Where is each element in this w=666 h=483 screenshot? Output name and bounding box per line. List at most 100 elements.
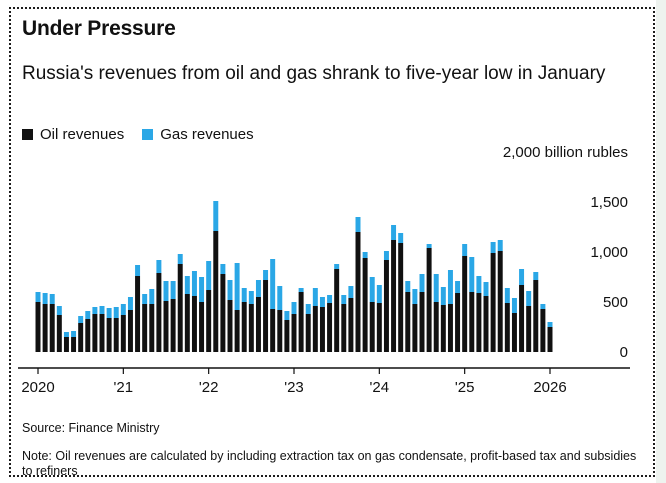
bar-gas-2022-12 bbox=[284, 311, 290, 320]
bar-gas-2024-07 bbox=[419, 274, 425, 292]
bar-gas-2022-10 bbox=[270, 259, 276, 309]
bar-oil-2021-09 bbox=[177, 264, 183, 352]
legend-item-oil: Oil revenues bbox=[22, 126, 124, 143]
bar-oil-2020-05 bbox=[63, 337, 69, 352]
bar-oil-2021-07 bbox=[163, 301, 169, 352]
bar-oil-2025-06 bbox=[497, 251, 503, 352]
bar-gas-2022-03 bbox=[220, 264, 226, 274]
chart-card bbox=[9, 7, 655, 477]
bar-oil-2021-08 bbox=[170, 299, 176, 352]
bar-oil-2025-10 bbox=[526, 306, 532, 352]
right-edge-band bbox=[656, 0, 666, 483]
bar-gas-2021-01 bbox=[120, 304, 126, 315]
bar-oil-2021-12 bbox=[199, 302, 205, 352]
bar-gas-2025-05 bbox=[490, 242, 496, 253]
bar-oil-2020-07 bbox=[78, 323, 84, 352]
bar-gas-2023-02 bbox=[298, 288, 304, 292]
bar-oil-2024-12 bbox=[455, 293, 461, 352]
bar-gas-2024-03 bbox=[391, 225, 397, 240]
bar-gas-2024-10 bbox=[440, 287, 446, 305]
chart-title: Under Pressure bbox=[22, 17, 176, 40]
bar-gas-2021-08 bbox=[170, 281, 176, 299]
bar-oil-2023-02 bbox=[298, 292, 304, 352]
bars-group bbox=[35, 201, 553, 352]
bar-oil-2023-03 bbox=[305, 314, 311, 352]
legend-item-gas: Gas revenues bbox=[142, 126, 254, 143]
bar-gas-2024-11 bbox=[447, 270, 453, 304]
x-tick-label-3: '23 bbox=[284, 379, 304, 396]
y-axis-labels: 0 500 1,000 1,500 2,000 billion rubles bbox=[503, 144, 628, 361]
x-tick-label-0: 2020 bbox=[21, 379, 54, 396]
bar-gas-2024-09 bbox=[433, 274, 439, 302]
bar-oil-2025-01 bbox=[462, 256, 468, 352]
bar-oil-2023-06 bbox=[327, 303, 333, 352]
bar-gas-2024-05 bbox=[405, 281, 411, 292]
bar-gas-2023-12 bbox=[369, 277, 375, 302]
bar-oil-2020-01 bbox=[35, 302, 41, 352]
bar-oil-2024-05 bbox=[405, 292, 411, 352]
bar-oil-2020-08 bbox=[85, 319, 91, 352]
bar-oil-2025-02 bbox=[469, 292, 475, 352]
bar-gas-2024-08 bbox=[426, 244, 432, 248]
y-tick-label-500: 500 bbox=[603, 294, 628, 311]
bar-oil-2025-07 bbox=[504, 303, 510, 352]
bar-oil-2025-11 bbox=[533, 280, 539, 352]
bar-gas-2024-04 bbox=[398, 233, 404, 243]
bar-oil-2025-03 bbox=[476, 293, 482, 352]
bar-gas-2025-08 bbox=[511, 298, 517, 313]
bar-oil-2024-08 bbox=[426, 248, 432, 352]
bar-oil-2022-04 bbox=[227, 300, 233, 352]
bar-gas-2021-07 bbox=[163, 281, 169, 301]
bar-oil-2020-04 bbox=[56, 315, 62, 352]
bar-oil-2023-12 bbox=[369, 302, 375, 352]
bar-oil-2024-01 bbox=[376, 303, 382, 352]
legend-label-oil: Oil revenues bbox=[40, 126, 125, 143]
y-tick-label-0: 0 bbox=[620, 344, 628, 361]
y-tick-label-1500: 1,500 bbox=[590, 194, 628, 211]
bar-gas-2023-05 bbox=[319, 297, 325, 307]
bar-gas-2022-07 bbox=[248, 291, 254, 304]
bar-gas-2020-03 bbox=[49, 294, 55, 304]
bar-gas-2020-10 bbox=[99, 306, 105, 314]
bar-gas-2020-08 bbox=[85, 311, 91, 319]
bar-oil-2024-10 bbox=[440, 305, 446, 352]
x-axis-ticks: 2020 '21 '22 '23 '24 '25 2026 bbox=[21, 368, 567, 396]
bar-oil-2021-10 bbox=[184, 294, 190, 352]
bar-oil-2022-07 bbox=[248, 304, 254, 352]
bar-oil-2021-06 bbox=[156, 273, 162, 352]
bar-oil-2022-09 bbox=[263, 280, 269, 352]
bar-oil-2025-08 bbox=[511, 313, 517, 352]
y-tick-label-2000: 2,000 billion rubles bbox=[503, 144, 628, 161]
bar-gas-2024-01 bbox=[376, 285, 382, 303]
bar-gas-2022-01 bbox=[206, 261, 212, 290]
bar-oil-2023-01 bbox=[291, 314, 297, 352]
bar-oil-2022-01 bbox=[206, 290, 212, 352]
bar-oil-2025-12 bbox=[540, 309, 546, 352]
bar-gas-2020-05 bbox=[63, 332, 69, 337]
gas-swatch bbox=[142, 129, 154, 140]
bar-oil-2023-04 bbox=[312, 306, 318, 352]
bar-oil-2021-04 bbox=[142, 304, 148, 352]
bar-oil-2023-05 bbox=[319, 307, 325, 352]
bar-gas-2021-05 bbox=[149, 289, 155, 304]
bar-gas-2021-06 bbox=[156, 260, 162, 273]
bar-gas-2023-09 bbox=[348, 286, 354, 298]
bar-gas-2020-01 bbox=[35, 292, 41, 302]
bar-gas-2025-04 bbox=[483, 282, 489, 296]
bar-gas-2021-04 bbox=[142, 294, 148, 304]
bar-oil-2021-02 bbox=[127, 310, 133, 352]
oil-swatch bbox=[22, 129, 33, 140]
bar-gas-2025-06 bbox=[497, 240, 503, 251]
bar-oil-2021-03 bbox=[135, 276, 141, 352]
bar-oil-2022-03 bbox=[220, 274, 226, 352]
bar-oil-2024-06 bbox=[412, 304, 418, 352]
bar-gas-2020-12 bbox=[113, 307, 119, 318]
bar-gas-2022-04 bbox=[227, 280, 233, 300]
bar-gas-2022-06 bbox=[241, 288, 247, 302]
bar-oil-2024-07 bbox=[419, 292, 425, 352]
bar-oil-2022-10 bbox=[270, 309, 276, 352]
bar-oil-2023-10 bbox=[355, 232, 361, 352]
bar-gas-2021-02 bbox=[127, 297, 133, 310]
bar-oil-2023-08 bbox=[341, 304, 347, 352]
bar-gas-2023-07 bbox=[334, 264, 340, 269]
